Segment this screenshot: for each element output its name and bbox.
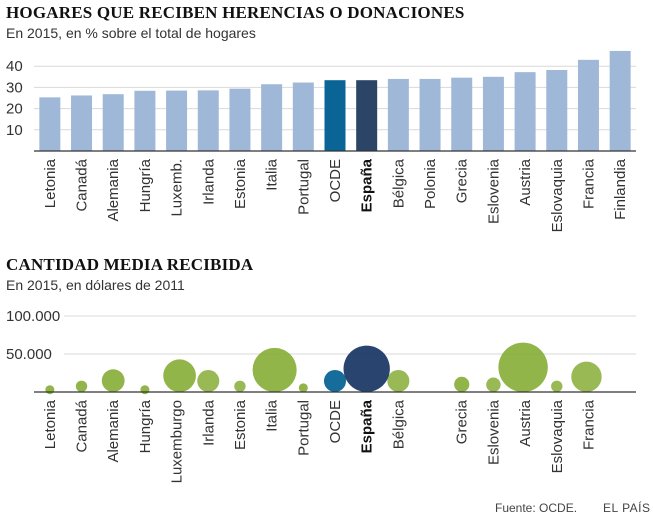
bubble-category-label: Luxemburgo xyxy=(169,400,186,483)
bar-category-label: Hungría xyxy=(137,158,154,212)
bubble-category-label: Bélgica xyxy=(390,399,407,449)
bar-chart: 10 20 30 40 Letonia Canadá Alemania Hungría Luxe… xyxy=(6,50,636,232)
bubble-portugal xyxy=(298,383,308,393)
bubble-category-label: Portugal xyxy=(295,400,312,456)
bubble-category-label: OCDE xyxy=(327,400,344,443)
bubble-y-tick-label: 100.000 xyxy=(6,308,60,325)
bar-category-label: Francia xyxy=(580,158,597,209)
bar-category-label: Austria xyxy=(517,158,534,205)
bar-francia xyxy=(577,59,599,152)
source-note: Fuente: OCDE. xyxy=(495,501,577,515)
bubble-austria xyxy=(498,342,548,392)
bar-category-label: Finlandia xyxy=(612,158,629,220)
bar-y-tick-label: 40 xyxy=(6,58,23,75)
bar-category-label: Estonia xyxy=(232,158,249,209)
bar-grecia xyxy=(451,77,473,151)
bubble-eslovenia xyxy=(486,377,501,392)
bubble-estonia xyxy=(234,380,246,392)
bubble-category-label: Estonia xyxy=(232,399,249,450)
bar-category-label: Italia xyxy=(264,158,281,190)
bar-polonia xyxy=(419,78,441,151)
bubble-alemania xyxy=(101,369,125,392)
bar-eslovaquia xyxy=(546,70,568,151)
bubble-y-tick-label: 50.000 xyxy=(6,346,52,363)
bar-y-tick-label: 20 xyxy=(6,101,23,118)
bar-eslovenia xyxy=(482,76,504,151)
bar-hungria xyxy=(134,90,156,151)
bar-category-label: Irlanda xyxy=(200,158,217,205)
bar-belgica xyxy=(387,78,409,151)
bubble-irlanda xyxy=(197,369,220,393)
bar-y-tick-label: 30 xyxy=(6,79,23,96)
bar-category-label: España xyxy=(359,158,376,212)
bubble-ocde xyxy=(323,369,347,393)
bubble-italia xyxy=(252,347,297,392)
bar-espana xyxy=(356,80,378,151)
bar-category-label: Grecia xyxy=(454,158,471,203)
bar-ocde xyxy=(324,80,346,151)
bubble-category-label: España xyxy=(359,399,376,453)
bubble-category-label: Francia xyxy=(580,399,597,450)
bar-category-label: Alemania xyxy=(105,158,122,221)
bubble-category-label: Grecia xyxy=(454,399,471,444)
bar-canada xyxy=(71,95,93,151)
bar-category-label: Eslovenia xyxy=(485,158,502,224)
bubble-category-label: Alemania xyxy=(105,399,122,462)
bubble-category-label: Hungría xyxy=(137,399,154,453)
bar-austria xyxy=(514,72,536,151)
bubble-hungria xyxy=(140,385,150,395)
bar-category-label: Luxemb. xyxy=(169,159,186,217)
bubble-category-label: Eslovenia xyxy=(485,399,502,465)
bar-category-label: Portugal xyxy=(295,159,312,215)
bubble-letonia xyxy=(45,385,55,395)
bar-category-label: OCDE xyxy=(327,159,344,202)
bubble-category-label: Eslovaquia xyxy=(549,399,566,473)
bubble-belgica xyxy=(387,369,410,393)
bubble-espana xyxy=(343,345,390,392)
bar-category-label: Eslovaquia xyxy=(549,158,566,232)
bar-category-label: Canadá xyxy=(74,158,91,211)
bubble-category-label: Letonia xyxy=(42,399,59,449)
bar-letonia xyxy=(39,97,61,151)
bar-chart-title: HOGARES QUE RECIBEN HERENCIAS O DONACION… xyxy=(6,3,465,22)
bar-chart-subtitle: En 2015, en % sobre el total de hogares xyxy=(6,25,256,41)
bubble-francia xyxy=(571,361,602,392)
bar-finlandia xyxy=(609,50,631,151)
bubble-luxemburgo xyxy=(163,359,196,392)
bubble-grecia xyxy=(454,376,470,392)
bubble-eslovaquia xyxy=(551,380,563,392)
bubble-category-label: Irlanda xyxy=(200,399,217,446)
bar-italia xyxy=(261,84,283,151)
bubble-chart-subtitle: En 2015, en dólares de 2011 xyxy=(6,277,185,293)
bar-category-label: Letonia xyxy=(42,158,59,208)
bar-y-tick-label: 10 xyxy=(6,122,23,139)
brand-logo: EL PAÍS xyxy=(603,500,651,515)
bar-luxemb xyxy=(166,90,188,151)
bubble-category-label: Austria xyxy=(517,399,534,446)
bubble-category-label: Italia xyxy=(264,399,281,431)
bubble-chart-title: CANTIDAD MEDIA RECIBIDA xyxy=(6,255,254,274)
bar-estonia xyxy=(229,88,251,151)
bubble-category-label: Canadá xyxy=(74,399,91,452)
bar-portugal xyxy=(292,82,314,151)
bar-alemania xyxy=(102,94,124,151)
bubble-chart: 50.000 100.000 Letonia Canadá Alemania Hungrí… xyxy=(6,308,636,483)
bar-category-label: Polonia xyxy=(422,158,439,209)
bar-irlanda xyxy=(197,90,219,151)
bubble-canada xyxy=(75,380,88,392)
bar-category-label: Bélgica xyxy=(390,158,407,208)
